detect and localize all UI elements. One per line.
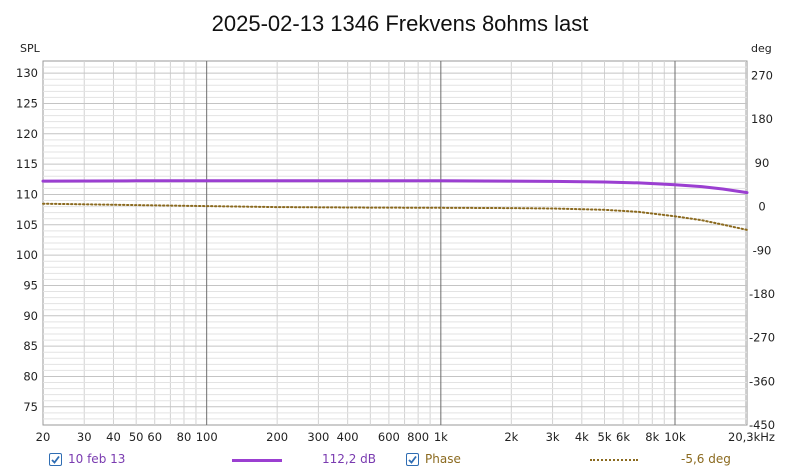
y-right-tick-label: -360 — [749, 374, 775, 388]
y-right-tick-labels: 270 180 90 0 -90 -180 -270 -360 -450 — [749, 69, 775, 432]
y-left-tick-label: 130 — [16, 66, 38, 80]
x-tick-label: 50 — [129, 430, 144, 444]
x-tick-label: 20 — [36, 430, 51, 444]
series-line-1 — [41, 179, 749, 195]
x-tick-label: 1k — [434, 430, 448, 444]
x-tick-label: 60 — [147, 430, 162, 444]
series-line-2 — [42, 202, 748, 231]
x-tick-label: 80 — [177, 430, 192, 444]
check-icon — [408, 455, 417, 464]
x-tick-label: 5k — [598, 430, 612, 444]
x-tick-label: 10k — [664, 430, 686, 444]
y-left-tick-label: 85 — [23, 339, 38, 353]
series-2-label: Phase — [425, 452, 461, 466]
check-icon — [51, 455, 60, 464]
y-right-tick-label: -180 — [749, 287, 775, 301]
y-right-tick-label: 0 — [758, 200, 765, 214]
series-1-value: 112,2 dB — [322, 452, 377, 466]
y-axis-right-label: deg — [751, 42, 772, 55]
y-right-tick-label: -450 — [749, 418, 775, 432]
y-left-tick-label: 115 — [16, 157, 38, 171]
frequency-response-chart: 2025-02-13 1346 Frekvens 8ohms last SPL … — [16, 11, 775, 444]
x-tick-label: 100 — [196, 430, 218, 444]
y-right-tick-label: 180 — [751, 112, 773, 126]
x-tick-label: 30 — [77, 430, 92, 444]
x-tick-label: 8k — [645, 430, 659, 444]
y-right-tick-label: 90 — [755, 156, 770, 170]
series-2-value: -5,6 deg — [681, 452, 731, 466]
y-left-tick-label: 120 — [16, 127, 38, 141]
y-right-tick-label: 270 — [751, 69, 773, 83]
x-tick-label: 3k — [546, 430, 560, 444]
x-tick-label: 4k — [575, 430, 589, 444]
x-tick-label: 6k — [616, 430, 630, 444]
x-tick-label: 300 — [307, 430, 329, 444]
x-tick-label: 40 — [106, 430, 121, 444]
major-grid — [206, 61, 676, 425]
y-left-tick-label: 100 — [16, 248, 38, 262]
series-1-checkbox[interactable] — [49, 453, 62, 466]
legend: 10 feb 13 112,2 dB Phase -5,6 deg — [0, 449, 800, 471]
y-right-tick-label: -270 — [749, 331, 775, 345]
y-axis-left-label: SPL — [20, 42, 41, 55]
y-left-tick-label: 110 — [16, 187, 38, 201]
y-right-tick-label: -90 — [753, 243, 772, 257]
x-tick-label: 200 — [266, 430, 288, 444]
x-tick-label: 2k — [504, 430, 518, 444]
data-series — [41, 179, 749, 231]
minor-grid — [43, 61, 747, 425]
series-1-label: 10 feb 13 — [68, 452, 126, 466]
x-tick-label: 20,3kHz — [728, 430, 775, 444]
y-left-tick-label: 105 — [16, 218, 38, 232]
series-2-swatch — [590, 459, 638, 461]
series-2-checkbox[interactable] — [406, 453, 419, 466]
y-left-tick-label: 80 — [23, 369, 38, 383]
y-left-tick-label: 95 — [23, 278, 38, 292]
x-tick-label: 600 — [378, 430, 400, 444]
x-tick-label: 400 — [337, 430, 359, 444]
y-left-tick-label: 90 — [23, 309, 38, 323]
series-1-swatch — [232, 459, 282, 462]
y-left-tick-label: 125 — [16, 96, 38, 110]
y-left-tick-label: 75 — [23, 400, 38, 414]
chart-title: 2025-02-13 1346 Frekvens 8ohms last — [212, 11, 589, 36]
x-tick-labels: 20 30 40 50 60 80 100 200 300 400 600 800 1k 2k 3k 4k 5k… — [36, 430, 775, 444]
y-left-tick-labels: 75 80 85 90 95 100 105 110 115 120 125 130 — [16, 66, 38, 414]
x-tick-label: 800 — [407, 430, 429, 444]
